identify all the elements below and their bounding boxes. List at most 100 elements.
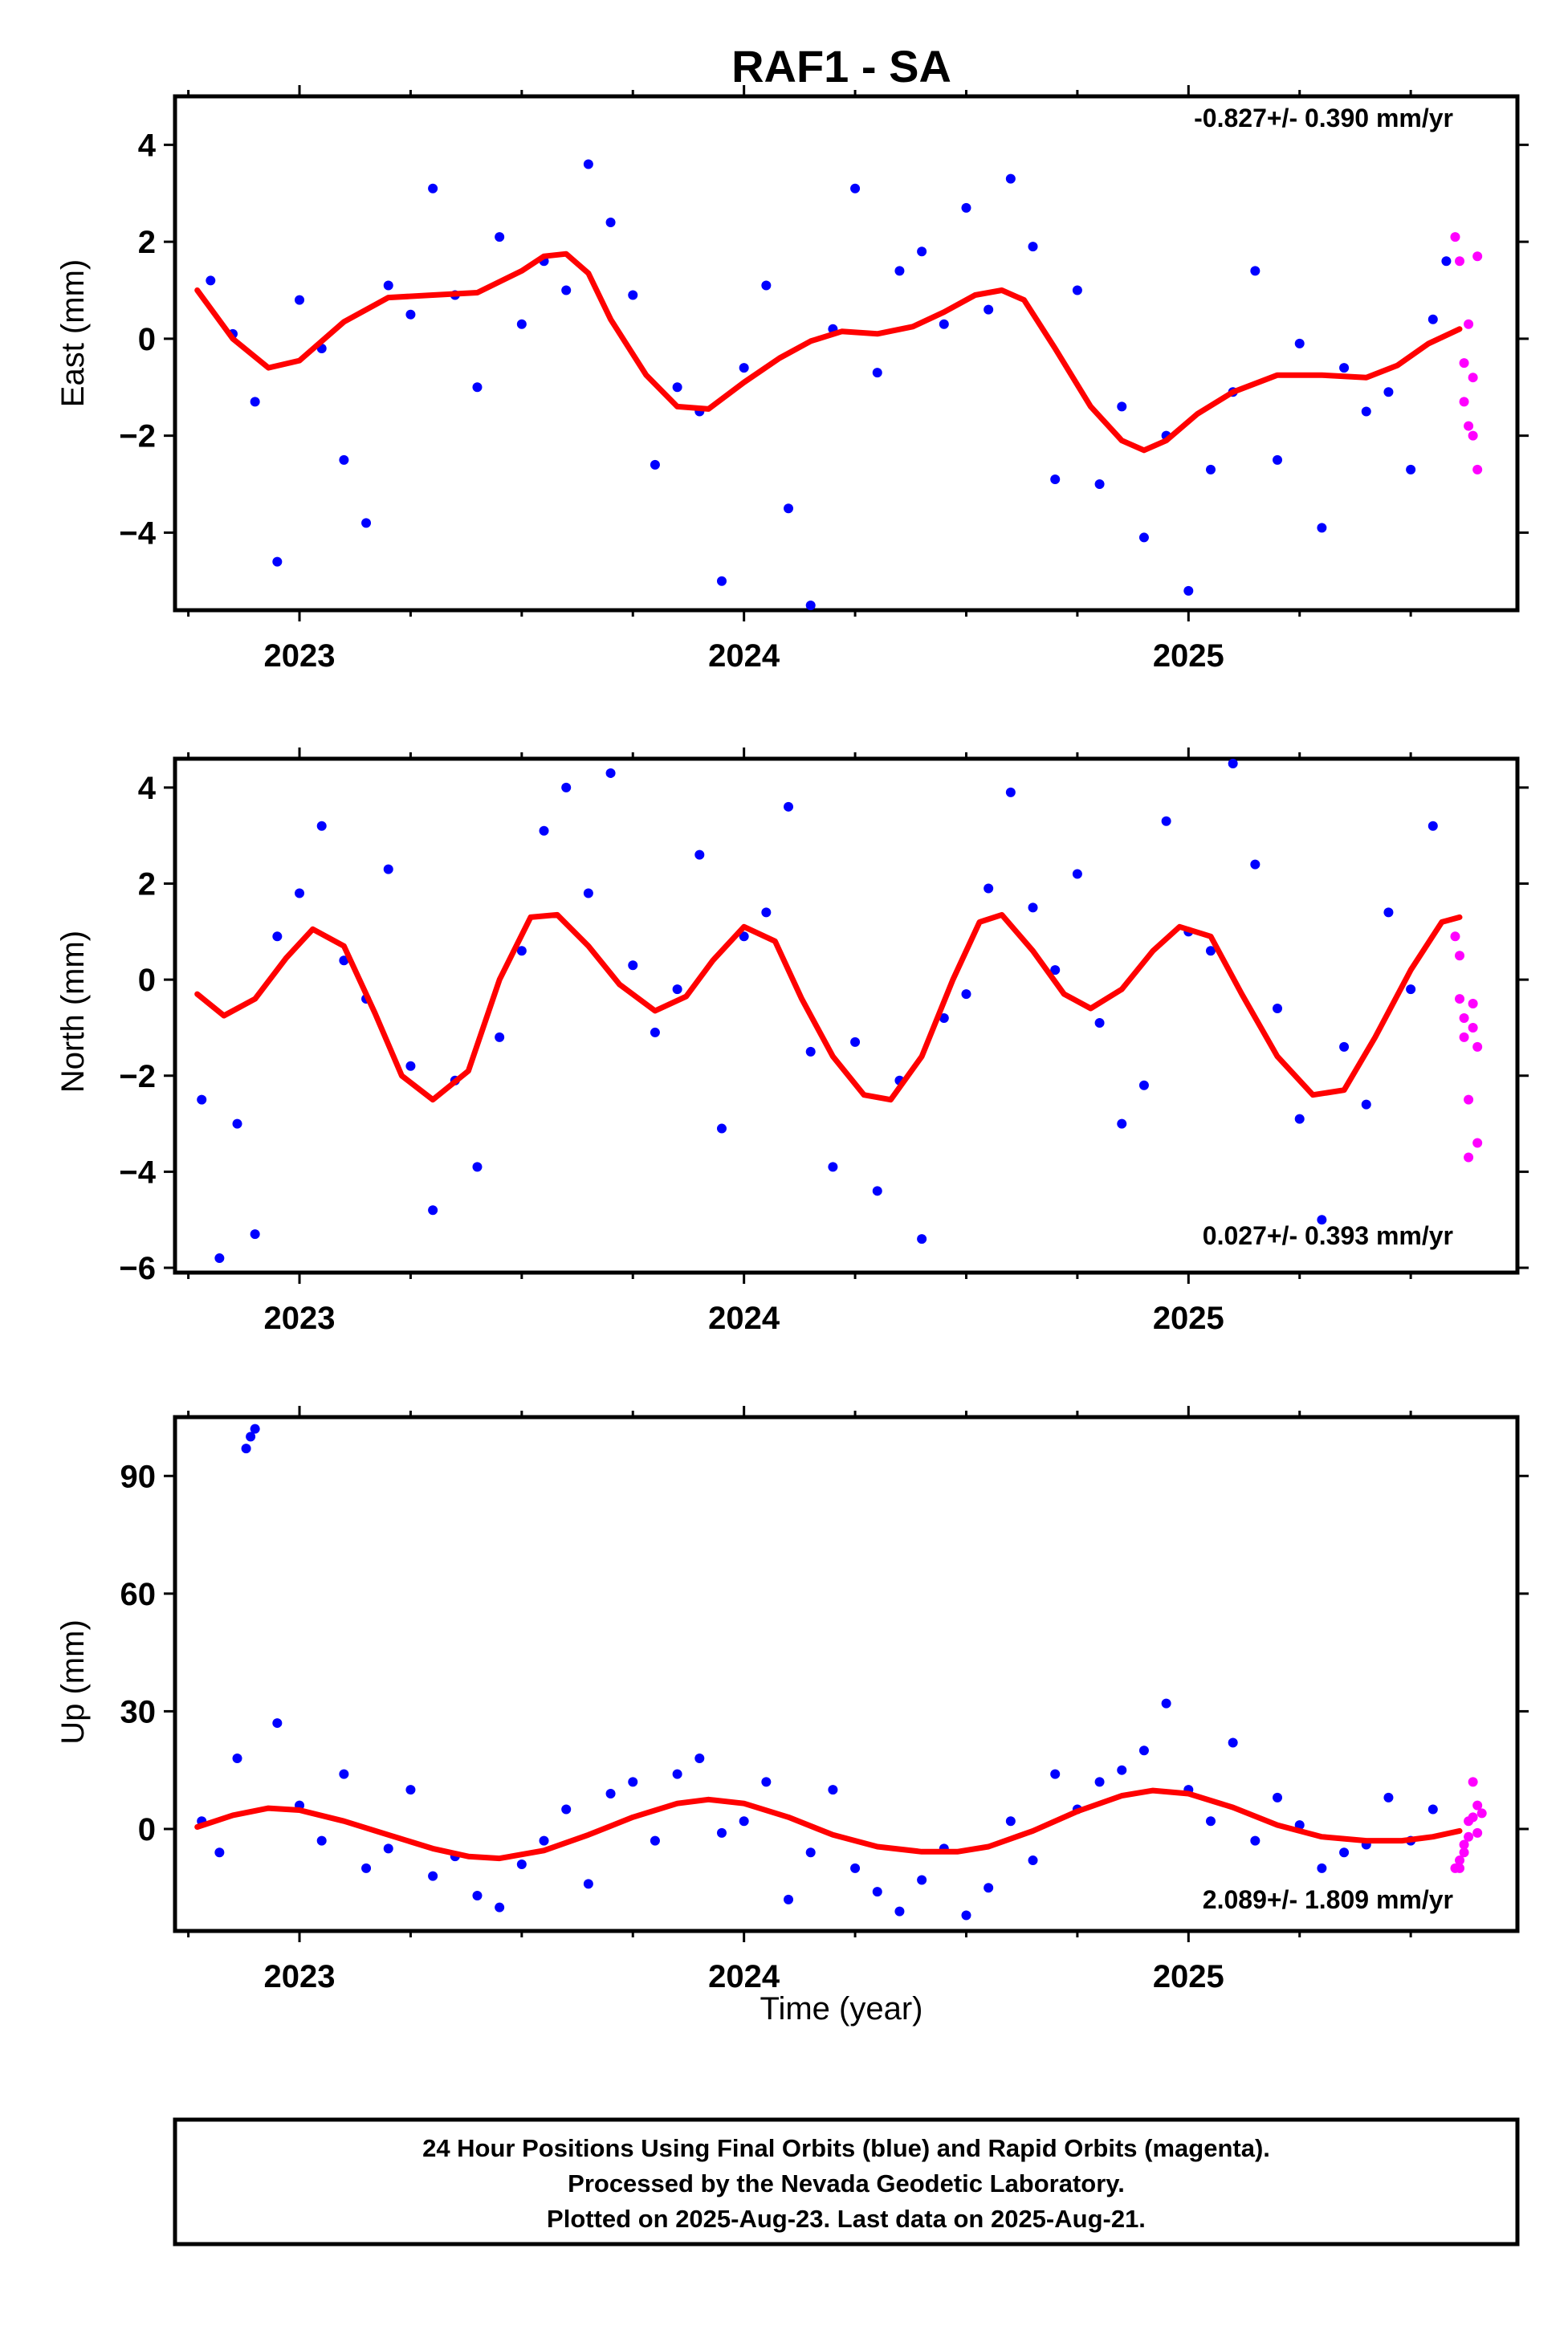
north-rapid-point (1464, 1152, 1474, 1163)
north-rapid-point (1450, 931, 1460, 942)
east-final-point (1138, 532, 1149, 543)
up-final-point (516, 1859, 527, 1869)
north-final-point (1294, 1114, 1305, 1124)
east-y-tick-label: −2 (119, 419, 156, 454)
east-final-point (1361, 406, 1371, 417)
north-final-point (1427, 821, 1438, 831)
north-final-point (650, 1027, 660, 1037)
up-final-point (428, 1871, 438, 1881)
east-final-point (1050, 474, 1061, 484)
east-model-curve (194, 251, 1463, 454)
east-final-point (428, 183, 438, 193)
up-final-point (495, 1902, 505, 1912)
up-rapid-point (1476, 1808, 1487, 1819)
east-plot-frame (173, 94, 1520, 613)
east-final-point (1383, 387, 1394, 397)
up-rate-annotation: 2.089+/- 1.809 mm/yr (1203, 1885, 1453, 1914)
up-x-tick-label: 2025 (1153, 1959, 1224, 1994)
east-rapid-point (1472, 251, 1483, 262)
north-final-point (939, 1012, 949, 1023)
east-final-point (628, 290, 638, 300)
up-final-point (583, 1879, 593, 1889)
north-rapid-point (1468, 1022, 1478, 1033)
up-rapid-point (1464, 1831, 1474, 1842)
north-plot-frame (173, 756, 1520, 1275)
up-final-point (872, 1887, 882, 1897)
footer-box (173, 2117, 1520, 2246)
north-rate-annotation: 0.027+/- 0.393 mm/yr (1203, 1221, 1453, 1250)
north-rapid-point (1472, 1138, 1483, 1148)
up-final-point (1317, 1863, 1327, 1873)
up-final-point (561, 1804, 572, 1815)
north-final-point (428, 1205, 438, 1216)
east-final-point (1094, 479, 1105, 490)
east-final-point (805, 600, 816, 610)
north-rapid-point (1459, 1032, 1469, 1042)
north-final-point (739, 931, 749, 942)
up-final-point (894, 1906, 905, 1917)
east-final-point (1250, 266, 1261, 276)
east-final-point (917, 246, 927, 257)
north-final-point (805, 1046, 816, 1057)
north-final-point (1050, 965, 1061, 976)
up-final-point (1383, 1792, 1394, 1802)
up-rapid-point (1459, 1839, 1469, 1850)
east-final-point (1205, 464, 1216, 475)
east-final-point (206, 275, 216, 286)
up-final-point (316, 1835, 327, 1846)
east-rapid-point (1468, 373, 1478, 383)
x-axis-label: Time (year) (760, 1991, 923, 2027)
east-data-layer (194, 159, 1483, 610)
east-final-point (605, 217, 616, 227)
up-final-point (850, 1863, 861, 1873)
east-final-point (272, 556, 283, 567)
north-final-point (605, 768, 616, 778)
north-final-point (1072, 869, 1082, 879)
up-final-point (1161, 1698, 1171, 1709)
up-y-tick-label: 60 (120, 1577, 157, 1612)
up-final-point (761, 1777, 772, 1787)
up-final-point (694, 1754, 705, 1764)
up-x-tick-label: 2024 (708, 1959, 780, 1994)
east-final-point (1117, 401, 1127, 412)
up-final-point (672, 1769, 682, 1779)
north-y-tick-label: −4 (119, 1155, 156, 1190)
north-final-point (1361, 1099, 1371, 1110)
footer-line-1: 24 Hour Positions Using Final Orbits (bl… (422, 2134, 1270, 2162)
up-plot-frame (173, 1415, 1520, 1933)
up-model-curve (194, 1787, 1463, 1862)
north-final-point (539, 825, 549, 836)
footer-line-2: Processed by the Nevada Geodetic Laborat… (568, 2169, 1125, 2198)
north-final-point (694, 849, 705, 860)
up-final-point (1094, 1777, 1105, 1787)
up-rapid-point (1455, 1855, 1465, 1866)
north-final-point (1383, 907, 1394, 918)
up-final-point (739, 1816, 749, 1827)
north-final-point (1228, 759, 1238, 768)
north-final-point (1406, 984, 1416, 995)
north-y-tick-label: −6 (119, 1251, 156, 1286)
north-final-point (1138, 1080, 1149, 1090)
up-final-point (1228, 1737, 1238, 1748)
east-final-point (561, 285, 572, 295)
north-rapid-point (1455, 951, 1465, 961)
east-rapid-point (1472, 464, 1483, 475)
east-final-point (894, 266, 905, 276)
east-final-point (739, 363, 749, 373)
east-final-point (939, 319, 949, 329)
up-final-point (472, 1891, 483, 1901)
up-final-point (1117, 1765, 1127, 1775)
east-rapid-point (1450, 232, 1460, 242)
up-rapid-point (1472, 1800, 1483, 1811)
north-final-point (1339, 1041, 1350, 1052)
north-final-point (828, 1162, 838, 1172)
east-final-point (383, 280, 393, 291)
north-final-point (672, 984, 682, 995)
east-final-point (716, 576, 727, 586)
up-rapid-point (1455, 1863, 1465, 1873)
north-final-point (1094, 1017, 1105, 1028)
north-final-point (872, 1186, 882, 1196)
north-final-point (716, 1123, 727, 1134)
north-final-point (1161, 816, 1171, 826)
